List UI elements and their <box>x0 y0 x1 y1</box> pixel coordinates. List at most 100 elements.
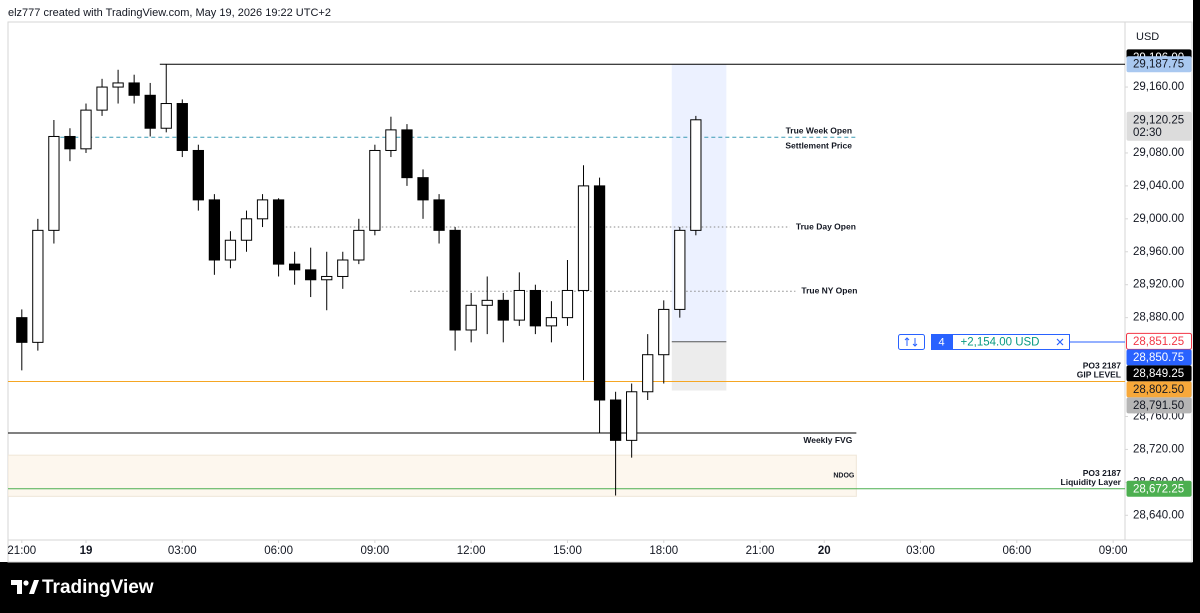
candle-body <box>481 299 493 306</box>
qty-box[interactable] <box>931 334 952 350</box>
candle-body <box>224 239 237 261</box>
position-pnl: +2,154.00 USD <box>961 337 1040 349</box>
pnl-box <box>952 334 1070 350</box>
reverse-button[interactable] <box>898 334 925 350</box>
candle-body <box>401 129 413 179</box>
price-tags: 29,196.0029,187.7529,120.2502:3028,851.2… <box>1126 49 1192 497</box>
level-label: Weekly FVG <box>803 435 852 445</box>
y-tick-label: 28,960.00 <box>1133 246 1184 258</box>
price-tag <box>1126 349 1192 366</box>
candle-body <box>160 103 172 129</box>
y-tick-label: 29,160.00 <box>1133 81 1184 93</box>
candle-body <box>497 299 509 321</box>
candle-body <box>513 289 525 321</box>
level-label: True NY Open <box>801 286 857 296</box>
candle-body <box>690 119 702 231</box>
candle-body <box>626 391 638 441</box>
price-tag-label: 29,120.25 <box>1133 114 1184 126</box>
x-tick-label: 21:00 <box>746 545 775 557</box>
candle-body <box>256 199 269 220</box>
candle-body <box>658 308 670 356</box>
x-tick-label: 09:00 <box>1099 545 1128 557</box>
position-qty: 4 <box>938 336 944 348</box>
countdown: 02:30 <box>1133 127 1162 139</box>
x-tick-label: 12:00 <box>457 545 486 557</box>
candle-body <box>337 259 349 277</box>
candle-body <box>96 86 108 111</box>
y-tick-label: 28,720.00 <box>1133 443 1184 455</box>
level-label: True Day Open <box>796 221 856 231</box>
level-label: Liquidity Layer <box>1061 477 1122 487</box>
y-tick-label: 28,640.00 <box>1133 509 1184 521</box>
candle-body <box>176 103 188 151</box>
price-tag-label: 29,187.75 <box>1133 59 1184 71</box>
price-tag-label: 28,791.50 <box>1133 400 1184 412</box>
x-tick-label: 21:00 <box>7 545 36 557</box>
logo-dot <box>23 580 29 586</box>
candle-body <box>192 149 204 201</box>
level-label: GIP LEVEL <box>1077 370 1121 380</box>
price-tag <box>1126 480 1192 497</box>
header-text: elz777 created with TradingView.com, May… <box>8 7 331 19</box>
footer-logo <box>11 580 39 594</box>
candle-body <box>642 354 654 393</box>
footer-brand: TradingView <box>42 577 154 598</box>
candle-body <box>128 82 140 96</box>
candle-body <box>240 218 253 241</box>
candle-body <box>112 82 124 88</box>
price-tag <box>1126 381 1192 398</box>
price-tag-label: 28,850.75 <box>1133 352 1184 364</box>
level-label: PO3 2187 <box>1083 468 1122 478</box>
candle-body <box>545 317 558 327</box>
x-tick-label: 03:00 <box>906 545 935 557</box>
close-icon[interactable] <box>1056 338 1064 346</box>
x-tick-label: 20 <box>818 545 831 557</box>
price-tag <box>1126 397 1192 414</box>
candle-body <box>48 135 60 231</box>
candle-body <box>417 177 429 201</box>
level-label: True Week Open <box>786 126 852 136</box>
position-widget[interactable]: 4 +2,154.00 USD <box>898 334 1126 350</box>
candle-body <box>449 229 461 331</box>
x-tick-label: 06:00 <box>1002 545 1031 557</box>
price-tag <box>1126 111 1192 141</box>
candle-body <box>674 229 686 310</box>
x-tick-label: 15:00 <box>553 545 582 557</box>
y-tick-label: 28,920.00 <box>1133 279 1184 291</box>
reverse-icon <box>904 337 918 347</box>
candle-body <box>353 229 365 261</box>
candle-body <box>208 199 221 261</box>
candle-body <box>305 269 317 281</box>
y-tick-label: 29,000.00 <box>1133 213 1184 225</box>
loss-zone <box>671 341 727 391</box>
x-tick-label: 03:00 <box>168 545 197 557</box>
x-tick-label: 09:00 <box>360 545 389 557</box>
candle-body <box>288 263 301 271</box>
plot: NDOG <box>8 63 1125 497</box>
level-label: Settlement Price <box>785 141 852 151</box>
candle-body <box>385 129 397 151</box>
candle-body <box>529 289 542 327</box>
candle-body <box>433 199 445 231</box>
y-tick-label: 28,880.00 <box>1133 312 1184 324</box>
y-tick-label: 29,080.00 <box>1133 147 1184 159</box>
level-label: PO3 2187 <box>1083 361 1122 371</box>
candle-body <box>369 149 381 231</box>
candle-body <box>465 304 477 331</box>
candle-body <box>561 289 574 319</box>
candle-body <box>272 199 285 265</box>
logo-slash <box>29 580 39 594</box>
candle-body <box>321 275 333 281</box>
candle-body <box>64 135 76 150</box>
price-tag-label: 28,851.25 <box>1133 336 1184 348</box>
candle-body <box>80 109 92 150</box>
candle-body <box>593 185 606 401</box>
candle-body <box>609 399 622 441</box>
price-tag-label: 28,802.50 <box>1133 384 1184 396</box>
x-tick-label: 06:00 <box>264 545 293 557</box>
price-tag <box>1126 56 1192 73</box>
candle-body <box>144 94 156 129</box>
axes: True Week Open Settlement Price True Day O… <box>7 81 1184 557</box>
